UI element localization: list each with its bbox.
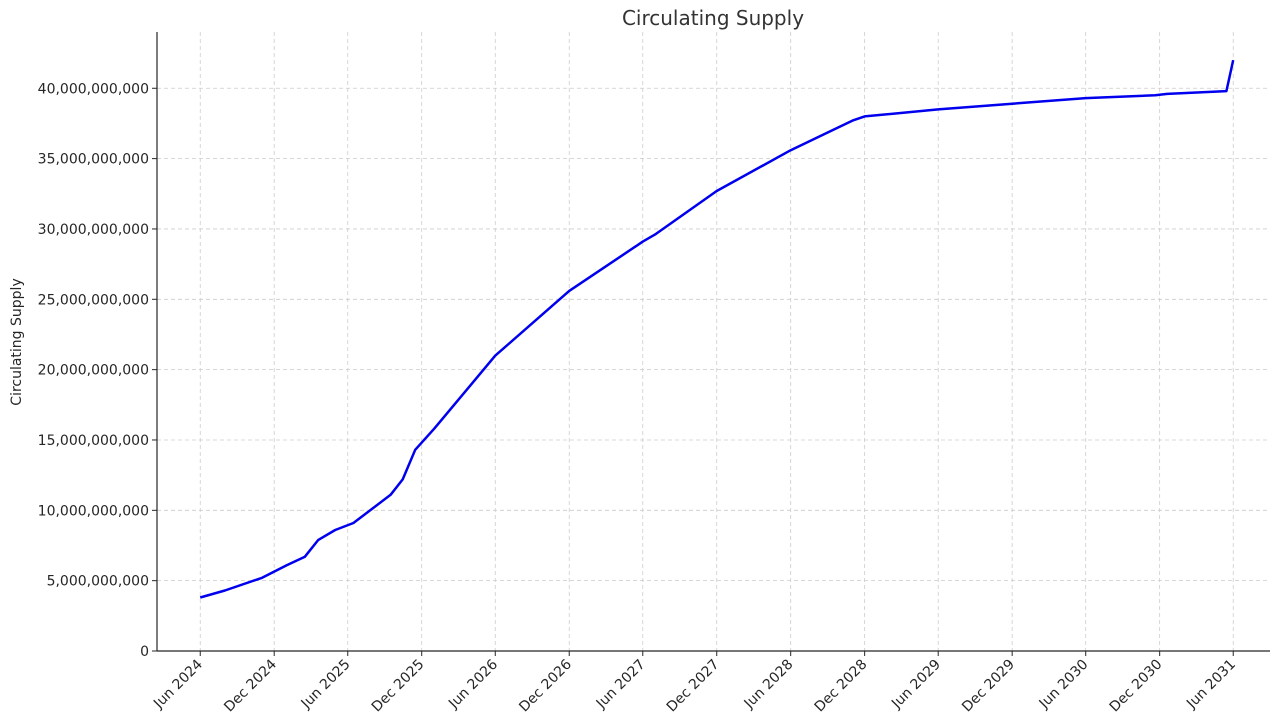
- x-tick-label: Dec 2029: [959, 657, 1018, 716]
- series-line: [199, 59, 1235, 599]
- x-tick-label: Jun 2028: [741, 657, 797, 713]
- x-tick-label: Dec 2030: [1107, 657, 1166, 716]
- y-tick-label: 10,000,000,000: [38, 503, 149, 519]
- x-tick-label: Jun 2031: [1183, 657, 1239, 713]
- x-tick-label: Dec 2025: [369, 657, 428, 716]
- x-tick-label: Jun 2024: [150, 656, 206, 712]
- y-tick-label: 15,000,000,000: [38, 433, 149, 449]
- chart-title: Circulating Supply: [622, 6, 804, 30]
- y-tick-label: 35,000,000,000: [38, 152, 149, 168]
- y-tick-label: 5,000,000,000: [47, 574, 149, 590]
- y-axis-label: Circulating Supply: [9, 278, 25, 405]
- y-tick-label: 0: [140, 644, 149, 660]
- x-tick-label: Dec 2027: [664, 657, 723, 716]
- x-tick-label: Jun 2027: [593, 657, 649, 713]
- y-axis-ticks: 0 5,000,000,000 10,000,000,000 15,000,000,0…: [38, 81, 157, 660]
- axes: [156, 32, 1270, 652]
- x-tick-label: Dec 2026: [516, 656, 575, 715]
- y-tick-label: 40,000,000,000: [38, 81, 149, 97]
- series-layer: [199, 59, 1235, 599]
- x-tick-label: Jun 2029: [888, 657, 944, 713]
- x-axis-ticks: Jun 2024 Dec 2024 Jun 2025 Dec 2025 Jun 2026…: [150, 651, 1239, 715]
- x-tick-label: Jun 2025: [298, 657, 354, 713]
- x-tick-label: Jun 2030: [1036, 657, 1092, 713]
- x-tick-label: Dec 2028: [812, 657, 871, 716]
- y-tick-label: 30,000,000,000: [38, 222, 149, 238]
- y-tick-label: 20,000,000,000: [38, 363, 149, 379]
- grid-lines: [157, 32, 1270, 652]
- x-tick-label: Jun 2026: [445, 656, 501, 712]
- x-tick-label: Dec 2024: [221, 656, 280, 715]
- y-tick-label: 25,000,000,000: [38, 292, 149, 308]
